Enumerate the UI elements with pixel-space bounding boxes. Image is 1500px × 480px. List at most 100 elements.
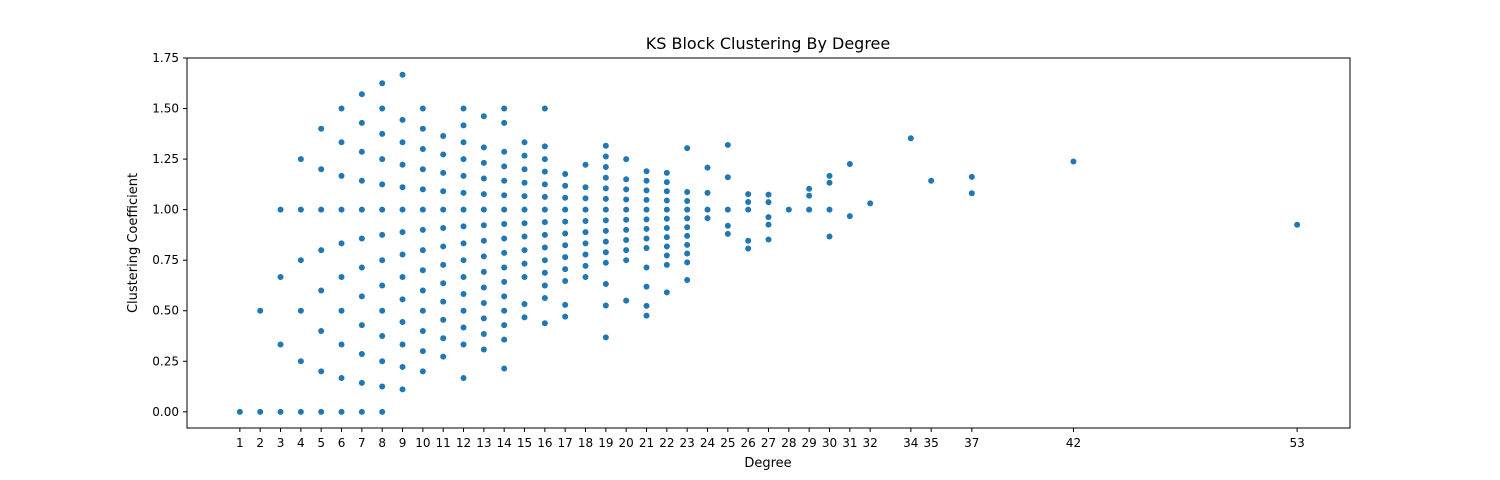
data-point — [745, 245, 752, 252]
data-point — [419, 327, 426, 334]
data-point — [684, 145, 691, 152]
data-point — [623, 176, 630, 183]
x-tick-label: 12 — [456, 436, 471, 450]
x-tick-label: 6 — [338, 436, 346, 450]
data-point — [684, 206, 691, 213]
data-point — [460, 324, 467, 331]
data-point — [399, 71, 406, 78]
data-point — [724, 206, 731, 213]
data-point — [419, 368, 426, 375]
data-point — [602, 195, 609, 202]
data-point — [1070, 158, 1077, 165]
data-point — [602, 259, 609, 266]
data-point — [582, 206, 589, 213]
data-point — [358, 177, 365, 184]
data-point — [399, 251, 406, 258]
data-point — [399, 229, 406, 236]
data-point — [318, 125, 325, 132]
data-point — [602, 142, 609, 149]
data-point — [643, 283, 650, 290]
data-point — [826, 172, 833, 179]
x-tick-label: 17 — [558, 436, 573, 450]
data-point — [297, 408, 304, 415]
data-point — [297, 257, 304, 264]
x-tick-label: 24 — [700, 436, 715, 450]
x-tick-label: 26 — [741, 436, 756, 450]
data-point — [745, 237, 752, 244]
data-point — [480, 159, 487, 166]
data-point — [765, 214, 772, 221]
data-point — [541, 269, 548, 276]
data-point — [358, 351, 365, 357]
data-point — [684, 277, 691, 283]
data-point — [602, 206, 609, 213]
y-tick-label: 1.50 — [152, 102, 179, 116]
data-point — [663, 169, 670, 176]
y-axis-ticks: 0.00 0.25 0.50 0.75 1.00 1.25 1.50 1.75 — [152, 51, 187, 419]
data-point — [358, 119, 365, 126]
data-point — [521, 206, 528, 213]
data-point — [318, 166, 325, 173]
x-tick-label: 30 — [822, 436, 837, 450]
data-point — [480, 222, 487, 229]
data-point — [501, 365, 508, 372]
data-point — [236, 408, 243, 415]
data-point — [419, 287, 426, 294]
data-point — [623, 297, 630, 304]
data-point — [358, 408, 365, 415]
data-point — [643, 235, 650, 242]
data-point — [399, 161, 406, 168]
data-point — [257, 307, 264, 314]
data-point — [846, 160, 853, 167]
data-point — [379, 307, 386, 314]
x-tick-label: 9 — [399, 436, 407, 450]
data-point — [541, 231, 548, 238]
data-point — [358, 322, 365, 329]
data-point — [399, 363, 406, 370]
data-point — [419, 267, 426, 274]
data-point — [623, 196, 630, 203]
data-point — [806, 185, 813, 192]
data-point — [968, 173, 975, 180]
data-point — [541, 294, 548, 301]
data-point — [765, 199, 772, 206]
data-point — [521, 273, 528, 280]
data-point — [358, 379, 365, 386]
data-point — [379, 333, 386, 340]
data-point — [623, 186, 630, 193]
x-tick-label: 8 — [378, 436, 386, 450]
data-point — [440, 298, 447, 305]
data-point — [297, 206, 304, 213]
data-point — [602, 185, 609, 192]
data-point — [602, 281, 609, 288]
x-tick-label: 20 — [619, 436, 634, 450]
data-point — [643, 206, 650, 213]
data-point — [440, 280, 447, 287]
data-point — [521, 152, 528, 159]
data-point — [602, 217, 609, 224]
data-point — [846, 213, 853, 220]
data-point — [297, 358, 304, 365]
data-point — [440, 261, 447, 268]
data-point — [501, 235, 508, 242]
data-point — [623, 236, 630, 243]
y-tick-label: 1.00 — [152, 203, 179, 217]
data-point — [562, 266, 569, 273]
data-point — [663, 215, 670, 222]
data-point — [399, 273, 406, 280]
y-tick-label: 1.25 — [152, 152, 179, 166]
y-axis-label: Clustering Coefficient — [126, 173, 141, 313]
data-point — [663, 179, 670, 186]
data-point — [419, 145, 426, 152]
data-point — [765, 221, 772, 228]
data-point — [724, 174, 731, 181]
data-point — [318, 206, 325, 213]
data-point — [480, 237, 487, 244]
data-point — [582, 195, 589, 202]
data-point — [338, 206, 345, 213]
x-tick-label: 19 — [598, 436, 613, 450]
data-point — [501, 163, 508, 170]
data-point — [460, 105, 467, 112]
data-point — [684, 224, 691, 231]
